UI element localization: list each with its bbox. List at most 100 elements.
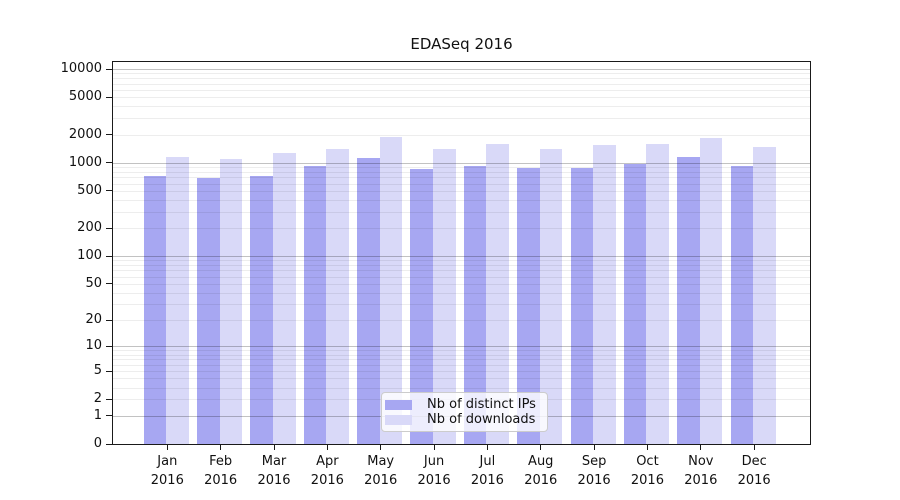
y-axis-tick	[106, 319, 112, 321]
x-tick-label-year: 2016	[150, 473, 184, 488]
x-axis-tick	[380, 445, 382, 450]
y-axis-tick	[106, 190, 112, 192]
chart-title: EDASeq 2016	[410, 35, 513, 53]
x-tick-label-month: Oct	[636, 454, 659, 469]
y-tick-label: 1000	[68, 154, 102, 170]
x-tick-label: Aug 2016	[509, 452, 573, 490]
x-tick-label: Jan 2016	[135, 452, 199, 490]
y-tick-label: 1	[93, 407, 102, 423]
bar	[273, 153, 296, 444]
legend-label: Nb of distinct IPs	[427, 397, 536, 412]
y-tick-label: 10000	[60, 61, 102, 77]
x-tick-label-year: 2016	[310, 473, 344, 488]
gridline	[113, 359, 810, 361]
y-axis-tick	[106, 96, 112, 98]
x-tick-label-month: Feb	[209, 454, 233, 469]
gridline	[113, 387, 810, 389]
bar	[699, 137, 723, 444]
bar	[753, 147, 776, 444]
gridline	[113, 265, 810, 267]
bar	[219, 158, 243, 444]
x-axis-tick	[646, 445, 648, 450]
bar	[463, 165, 487, 444]
x-axis-tick	[166, 445, 168, 450]
gridline	[113, 304, 810, 306]
y-axis-tick	[106, 345, 112, 347]
gridline	[113, 83, 810, 85]
y-tick-label: 50	[85, 275, 102, 291]
x-axis-tick	[540, 445, 542, 450]
bar	[517, 168, 540, 444]
y-tick-label: 10	[85, 338, 102, 354]
x-tick-label-year: 2016	[204, 473, 238, 488]
y-tick-label: 500	[77, 182, 102, 198]
gridline	[113, 97, 810, 99]
bar	[623, 164, 647, 444]
y-tick-label: 20	[85, 312, 102, 328]
gridline	[113, 292, 810, 294]
x-tick-label-year: 2016	[737, 473, 771, 488]
x-tick-label-month: Sep	[581, 454, 607, 469]
y-tick-label: 100	[77, 248, 102, 264]
x-tick-label: Mar 2016	[242, 452, 306, 490]
x-tick-label-month: Aug	[528, 454, 554, 469]
y-axis-tick	[106, 68, 112, 70]
bar	[326, 149, 349, 444]
y-axis-tick	[106, 227, 112, 229]
legend-item: Nb of distinct IPs	[385, 397, 539, 412]
x-tick-label: May 2016	[349, 452, 413, 490]
y-axis-tick	[106, 415, 112, 417]
x-tick-label-month: Nov	[688, 454, 714, 469]
bar	[730, 165, 754, 444]
y-axis-tick	[106, 283, 112, 285]
x-axis-tick	[433, 445, 435, 450]
gridline	[113, 78, 810, 80]
bar	[433, 148, 456, 444]
x-tick-label: Jul 2016	[455, 452, 519, 490]
gridline	[113, 346, 810, 348]
x-tick-label-year: 2016	[684, 473, 718, 488]
gridline	[113, 89, 810, 91]
gridline	[113, 118, 810, 120]
bar	[166, 157, 189, 444]
legend-swatch	[385, 399, 412, 410]
x-tick-label-month: May	[367, 454, 395, 469]
x-tick-label: Oct 2016	[615, 452, 679, 490]
x-tick-label-month: Jun	[423, 454, 445, 469]
bar	[486, 143, 509, 444]
bar	[677, 157, 700, 444]
y-tick-label: 5	[93, 363, 102, 379]
bar	[357, 158, 380, 444]
gridline	[113, 183, 810, 185]
gridline	[113, 270, 810, 272]
gridline	[113, 171, 810, 173]
gridline	[113, 256, 810, 258]
y-axis-tick	[106, 162, 112, 164]
x-tick-label: Apr 2016	[295, 452, 359, 490]
y-axis-tick	[106, 443, 112, 445]
gridline	[113, 162, 810, 164]
x-axis-tick	[273, 445, 275, 450]
y-tick-label: 200	[77, 220, 102, 236]
bar	[303, 166, 327, 444]
x-tick-label-year: 2016	[364, 473, 398, 488]
gridline	[113, 134, 810, 136]
x-tick-label: Sep 2016	[562, 452, 626, 490]
gridline	[113, 260, 810, 262]
gridline	[113, 167, 810, 169]
gridline	[113, 378, 810, 380]
gridline	[113, 73, 810, 75]
x-axis-tick	[326, 445, 328, 450]
bar	[593, 145, 616, 444]
x-tick-label: Jun 2016	[402, 452, 466, 490]
x-tick-label-year: 2016	[470, 473, 504, 488]
x-tick-label-month: Jan	[157, 454, 178, 469]
gridline	[113, 276, 810, 278]
y-axis-tick	[106, 398, 112, 400]
x-axis-tick	[486, 445, 488, 450]
x-axis-tick	[593, 445, 595, 450]
legend-swatch	[385, 414, 412, 425]
y-tick-label: 2	[93, 391, 102, 407]
x-axis-tick	[700, 445, 702, 450]
